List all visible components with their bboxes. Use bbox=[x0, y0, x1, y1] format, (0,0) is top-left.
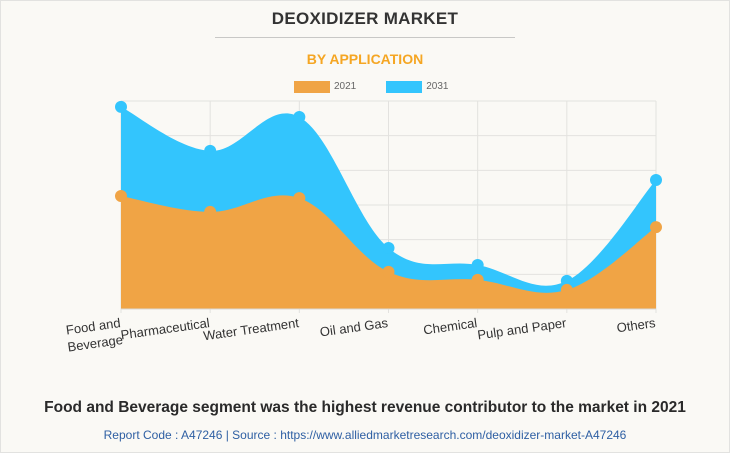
x-tick-label: Oil and Gas bbox=[319, 315, 390, 339]
chart-caption: Food and Beverage segment was the highes… bbox=[44, 399, 686, 416]
x-tick-label: Water Treatment bbox=[202, 315, 300, 343]
chart-title: DEOXIDIZER MARKET bbox=[271, 9, 459, 28]
x-tick-label-line: Chemical bbox=[422, 315, 478, 337]
x-tick-label: Pharmaceutical bbox=[120, 315, 211, 342]
chart-subtitle: BY APPLICATION bbox=[306, 51, 424, 67]
data-point-2031 bbox=[115, 100, 127, 113]
data-point-2031 bbox=[293, 110, 306, 123]
x-tick-label-line: Pulp and Paper bbox=[476, 315, 568, 342]
x-tick-label: Food andBeverage bbox=[64, 315, 124, 354]
data-point-2021 bbox=[560, 283, 573, 296]
legend-swatch-2021[interactable] bbox=[294, 80, 330, 93]
x-tick-label-line: Water Treatment bbox=[202, 315, 300, 343]
x-tick-label: Pulp and Paper bbox=[476, 315, 568, 342]
x-tick-label-line: Others bbox=[616, 315, 657, 335]
data-point-2021 bbox=[293, 192, 306, 205]
legend-label-2021[interactable]: 2021 bbox=[334, 81, 357, 92]
x-tick-label: Others bbox=[616, 315, 657, 335]
data-point-2031 bbox=[560, 274, 573, 287]
data-point-2021 bbox=[650, 221, 662, 234]
data-point-2031 bbox=[204, 144, 217, 157]
area-series-2021 bbox=[121, 195, 656, 309]
legend: 2021 2031 bbox=[294, 80, 449, 93]
data-point-2021 bbox=[382, 265, 395, 278]
x-tick-label-line: Pharmaceutical bbox=[120, 315, 211, 342]
source-line[interactable]: Report Code : A47246 | Source : https://… bbox=[103, 428, 627, 442]
data-point-2021 bbox=[115, 189, 127, 202]
legend-swatch-2031[interactable] bbox=[386, 80, 423, 93]
data-point-2031 bbox=[471, 258, 484, 271]
data-point-2021 bbox=[204, 205, 217, 218]
title-divider bbox=[215, 37, 515, 38]
legend-label-2031[interactable]: 2031 bbox=[426, 81, 449, 92]
data-point-2031 bbox=[650, 174, 662, 187]
x-tick-label: Chemical bbox=[422, 315, 478, 337]
data-point-2021 bbox=[471, 273, 484, 286]
x-tick-label-line: Oil and Gas bbox=[319, 315, 390, 339]
data-point-2031 bbox=[382, 241, 395, 254]
